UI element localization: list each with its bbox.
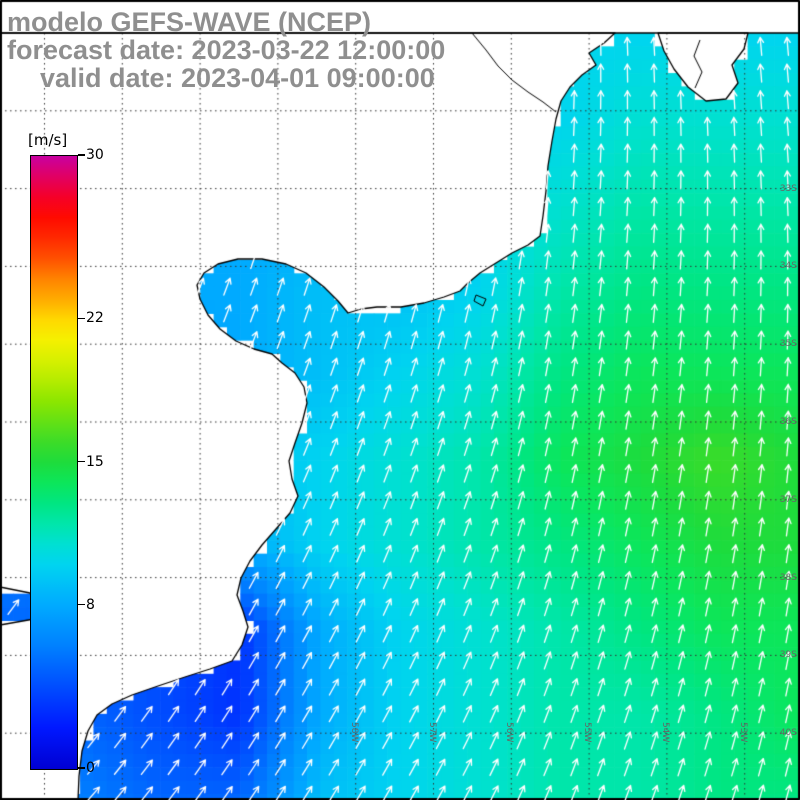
lon-grid-label: 56W [504,722,515,743]
lon-grid-label: 55W [582,722,593,743]
colorbar-tick-mark [78,460,85,463]
valid-date: valid date: 2023-04-01 09:00:00 [40,63,435,93]
colorbar-tick-mark [78,317,85,320]
colorbar-gradient [30,155,78,770]
lat-grid-label: 35S [779,339,797,350]
forecast-date: forecast date: 2023-03-22 12:00:00 [7,35,446,65]
lat-grid-label: 33S [779,183,797,194]
lat-grid-label: 34S [779,261,797,272]
model-title: modelo GEFS-WAVE (NCEP) [7,7,372,37]
colorbar-tick-label: 0 [86,760,95,776]
colorbar-tick-label: 8 [86,596,95,613]
colorbar-tick-mark [78,603,85,606]
lon-grid-label: 53W [737,722,748,743]
colorbar-tick-label: 22 [86,310,104,327]
lat-grid-label: 40S [779,728,797,739]
lon-grid-label: 58W [348,722,359,743]
lat-grid-label: 38S [779,572,797,583]
lon-grid-label: 54W [659,722,670,743]
colorbar-tick-label: 30 [86,147,104,163]
colorbar-title: [m/s] [28,131,68,149]
lat-grid-label: 36S [779,417,797,427]
lat-grid-label: 37S [779,494,797,505]
colorbar-tick-mark [78,767,85,769]
lat-grid-label: 39S [779,650,797,661]
colorbar-tick-label: 15 [86,453,104,470]
lon-grid-label: 57W [426,722,437,743]
colorbar-tick-mark [78,154,85,156]
